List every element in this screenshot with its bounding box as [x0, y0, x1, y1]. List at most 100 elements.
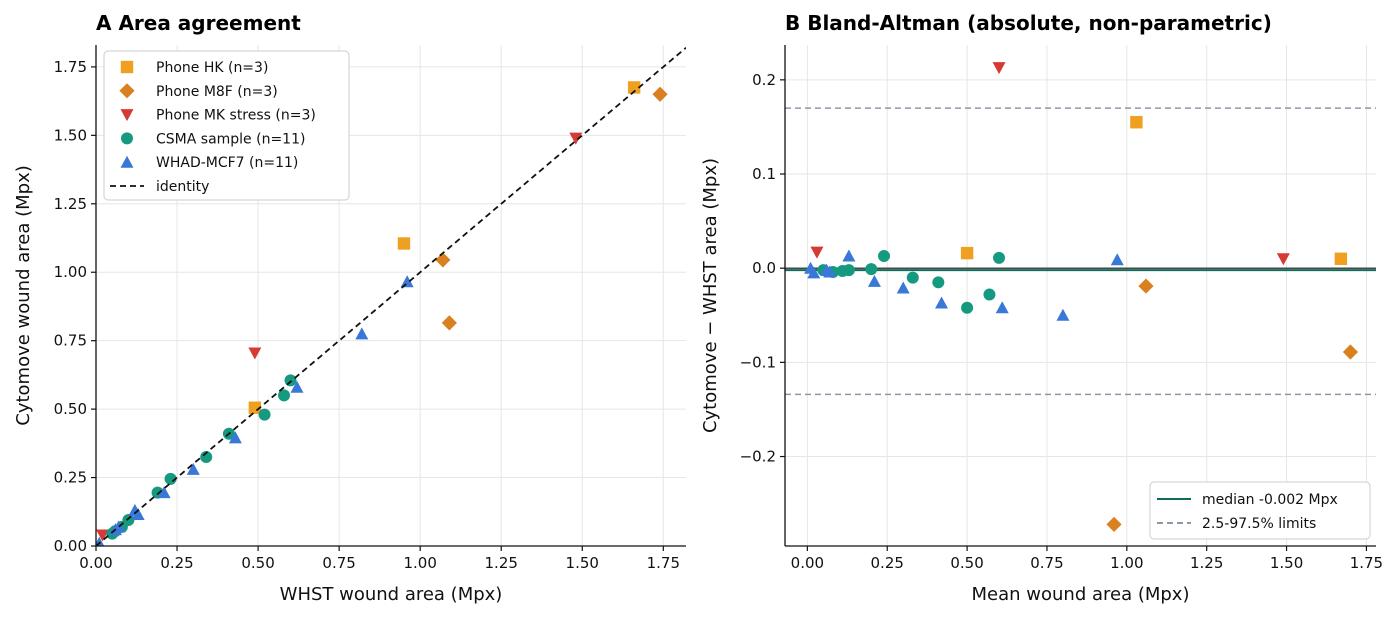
series-phone-m8f-n-3: [1106, 278, 1359, 532]
x-tick-label: 0.00: [79, 554, 112, 572]
legend-frame: [103, 50, 350, 201]
csma-sample-n-11-point-9: [983, 288, 996, 301]
phone-m8f-n-3-point-0: [1106, 516, 1122, 532]
legend-entry-phone-m8f-n-3: Phone M8F (n=3): [119, 83, 278, 100]
phone-hk-n-3-point-1: [1130, 116, 1143, 129]
panel-title: B Bland-Altman (absolute, non-parametric…: [785, 11, 1272, 35]
y-tick-label: 1.75: [54, 58, 87, 76]
gridlines: [95, 45, 686, 547]
x-tick-label: 1.00: [403, 554, 436, 572]
whad-mcf7-n-11-point-8: [995, 301, 1009, 314]
phone-mk-stress-n-3-point-1: [992, 62, 1006, 75]
csma-sample-n-11-point-7: [932, 276, 945, 289]
series-phone-mk-stress-n-3: [810, 62, 1290, 266]
whad-mcf7-n-11-point-3: [157, 486, 171, 499]
y-tick-label: 0.2: [752, 71, 776, 89]
x-tick-label: 1.50: [1270, 554, 1303, 572]
csma-sample-n-11-point-8: [278, 389, 291, 402]
series-phone-hk-n-3: [248, 81, 641, 414]
csma-sample-n-11-point-4: [865, 263, 878, 276]
y-tick-label: 1.25: [54, 195, 87, 213]
legend-swatch-triangle-down: [120, 109, 134, 122]
csma-sample-n-11-point-9: [284, 374, 297, 387]
series-phone-m8f-n-3: [435, 86, 668, 331]
x-tick-label: 1.25: [485, 554, 518, 572]
legend-swatch-triangle-up: [120, 155, 134, 168]
x-tick-label: 0.50: [950, 554, 983, 572]
phone-mk-stress-n-3-point-2: [569, 132, 583, 145]
y-tick-label: 1.00: [54, 263, 87, 281]
legend-label: Phone MK stress (n=3): [156, 108, 316, 124]
legend-label: Phone M8F (n=3): [156, 84, 278, 100]
plot-area: [96, 47, 686, 546]
gridlines: [785, 45, 1376, 546]
x-tick-label: 1.00: [1110, 554, 1143, 572]
y-axis-label: Cytomove − WHST area (Mpx): [700, 158, 721, 433]
legend-label: identity: [156, 179, 209, 195]
whad-mcf7-n-11-point-6: [896, 281, 910, 294]
phone-mk-stress-n-3-point-0: [810, 246, 824, 259]
whad-mcf7-n-11-point-7: [355, 327, 369, 340]
x-tick-label: 0.00: [791, 554, 824, 572]
csma-sample-n-11-point-8: [961, 301, 974, 314]
plot-area: [804, 62, 1359, 532]
legend-label: Phone HK (n=3): [156, 60, 268, 76]
series-phone-mk-stress-n-3: [96, 132, 583, 542]
whad-mcf7-n-11-point-4: [186, 462, 200, 475]
y-tick-label: 1.50: [54, 126, 87, 144]
legend-frame: [1149, 481, 1371, 540]
whad-mcf7-n-11-point-4: [842, 249, 856, 262]
y-tick-label: 0.1: [752, 165, 776, 183]
phone-hk-n-3-point-0: [248, 401, 262, 414]
x-ticks: 0.00 0.25 0.50 0.75 1.00 1.25 1.50 1.75: [79, 546, 680, 572]
x-tick-label: 1.75: [647, 554, 680, 572]
legend: median -0.002 Mpx 2.5-97.5% limits: [1149, 481, 1371, 540]
whad-mcf7-n-11-point-1: [807, 266, 821, 279]
whad-mcf7-n-11-point-7: [935, 296, 949, 309]
csma-sample-n-11-point-5: [200, 451, 213, 464]
x-tick-label: 0.25: [160, 554, 193, 572]
series-identity: [96, 47, 686, 546]
y-tick-label: −0.1: [740, 353, 776, 371]
legend-entry-median: median -0.002 Mpx: [1157, 492, 1338, 508]
legend-label: 2.5-97.5% limits: [1202, 516, 1316, 532]
whad-mcf7-n-11-point-6: [290, 380, 304, 393]
csma-sample-n-11-point-10: [993, 251, 1006, 264]
panel-b-bland-altman: 0.00 0.25 0.50 0.75 1.00 1.25 1.50 1.75 −0.2 −0.1…: [700, 11, 1383, 605]
legend: Phone HK (n=3) Phone M8F (n=3) Phone MK st…: [103, 50, 350, 201]
y-tick-label: 0.25: [54, 469, 87, 487]
phone-mk-stress-n-3-point-0: [96, 529, 109, 542]
phone-hk-n-3-point-2: [627, 81, 641, 94]
legend-entry-phone-mk-stress-n-3: Phone MK stress (n=3): [120, 108, 316, 124]
csma-sample-n-11-point-7: [258, 408, 271, 421]
legend-label: CSMA sample (n=11): [156, 131, 305, 147]
whad-mcf7-n-11-point-5: [867, 274, 881, 287]
phone-mk-stress-n-3-point-1: [248, 347, 262, 360]
x-axis-label: WHST wound area (Mpx): [280, 584, 503, 605]
csma-sample-n-11-point-5: [878, 249, 891, 262]
y-tick-label: 0.50: [54, 400, 87, 418]
phone-m8f-n-3-point-0: [435, 252, 451, 268]
series-whad-mcf7-n-11: [804, 249, 1124, 321]
y-tick-label: 0.00: [54, 537, 87, 555]
whad-mcf7-n-11-point-8: [400, 275, 414, 288]
legend-entry-csma-sample-n-11: CSMA sample (n=11): [121, 131, 305, 147]
legend-entry-limits: 2.5-97.5% limits: [1157, 516, 1316, 532]
phone-m8f-n-3-point-1: [441, 315, 457, 331]
y-tick-label: 0.75: [54, 332, 87, 350]
legend-label: WHAD-MCF7 (n=11): [156, 155, 298, 171]
phone-hk-n-3-point-0: [960, 246, 974, 260]
csma-sample-n-11-point-6: [906, 271, 919, 284]
x-tick-label: 0.75: [1030, 554, 1063, 572]
whad-mcf7-n-11-point-10: [131, 508, 145, 521]
y-ticks: 0.00 0.25 0.50 0.75 1.00 1.25 1.50 1.75: [54, 58, 96, 555]
x-ticks: 0.00 0.25 0.50 0.75 1.00 1.25 1.50 1.75: [791, 546, 1383, 572]
x-tick-label: 0.50: [241, 554, 274, 572]
legend-entry-whad-mcf7-n-11: WHAD-MCF7 (n=11): [120, 155, 298, 171]
legend-label: median -0.002 Mpx: [1202, 492, 1338, 508]
phone-m8f-n-3-point-2: [652, 86, 668, 102]
phone-m8f-n-3-point-2: [1342, 344, 1359, 360]
phone-hk-n-3-point-2: [1334, 252, 1348, 265]
identity-line: [96, 47, 686, 546]
